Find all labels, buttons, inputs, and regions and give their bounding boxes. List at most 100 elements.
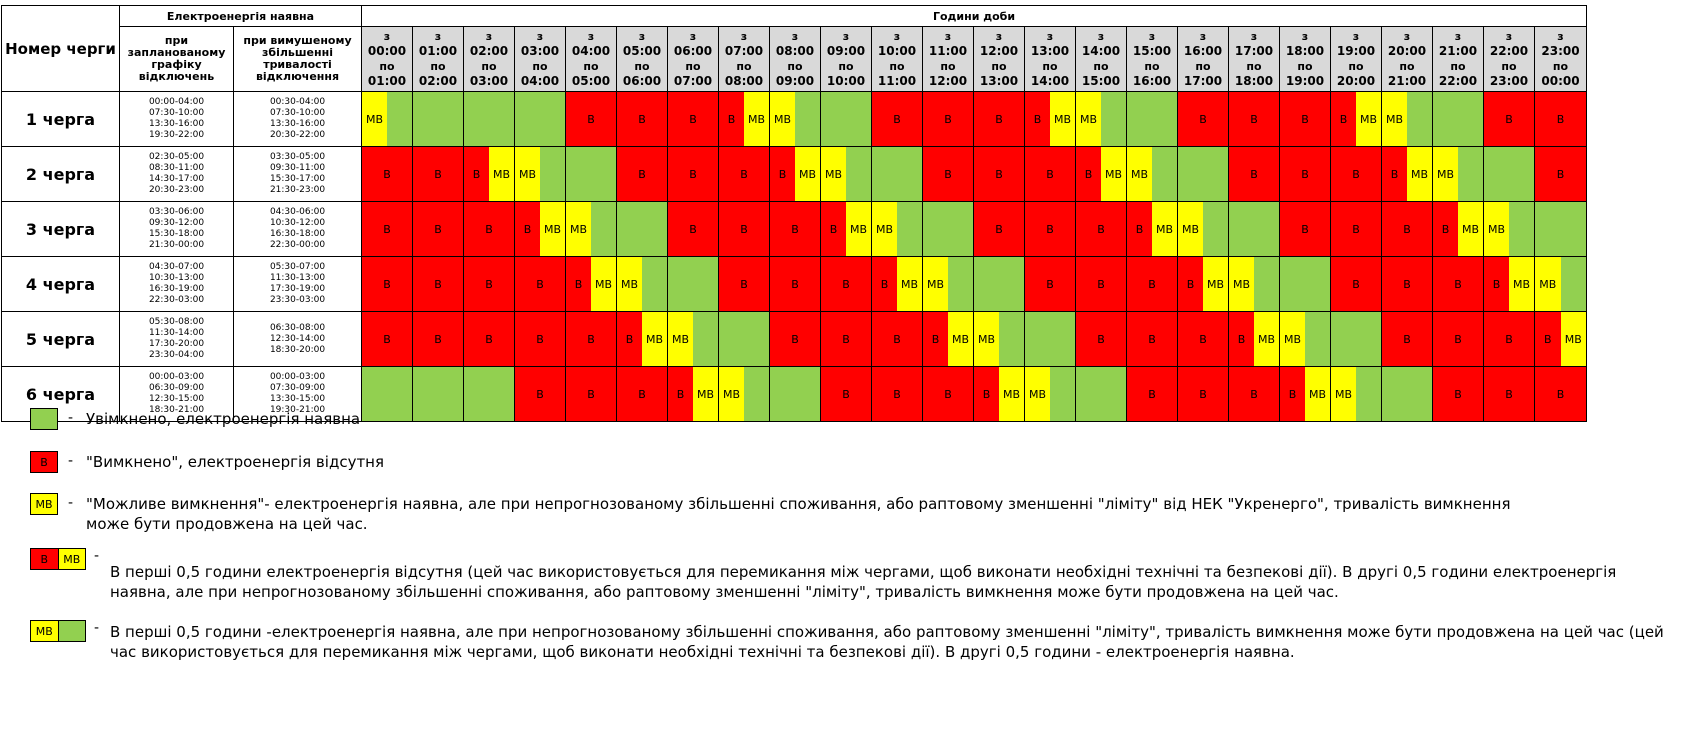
status-off: В xyxy=(566,312,616,366)
status-maybe: МВ xyxy=(668,312,694,366)
hour-header-part: по xyxy=(1552,60,1569,73)
status-off: В xyxy=(1484,312,1534,366)
status-off: В xyxy=(1127,257,1177,311)
hour-cell: В МВ xyxy=(667,366,719,422)
status-on xyxy=(744,367,769,421)
hour-cell: В xyxy=(922,91,974,147)
hour-header-part: по xyxy=(1348,60,1364,73)
status-off: В xyxy=(1076,257,1126,311)
status-off: В xyxy=(1127,367,1177,421)
hour-header-part: 03:00 xyxy=(520,44,560,58)
hour-cell: В МВ xyxy=(565,256,617,312)
legend-swatch-maybe-on: МВ xyxy=(30,620,86,642)
hour-header-part: 15:00 xyxy=(1132,44,1172,58)
status-maybe: МВ xyxy=(1509,257,1534,311)
hour-cell: В xyxy=(1177,366,1229,422)
queue-row: 5 черга 05:30-08:00 11:30-14:00 17:30-20:00… xyxy=(1,311,1587,367)
status-maybe: МВ xyxy=(1025,367,1051,421)
status-off: В xyxy=(974,147,1024,201)
hour-cell: МВ xyxy=(871,201,923,257)
hour-cell: В xyxy=(667,91,719,147)
hour-header-part: 08:00 xyxy=(775,44,815,58)
hour-cell: МВ xyxy=(1432,146,1484,202)
status-off: В xyxy=(1076,312,1126,366)
hour-header-part: 10:00 xyxy=(877,44,917,58)
status-off: В xyxy=(515,257,565,311)
hour-header-part: 05:00 xyxy=(622,44,662,58)
hour-cell: В xyxy=(412,201,464,257)
time-range: 10:30-13:00 xyxy=(148,273,205,283)
hour-cell: МВ xyxy=(1483,201,1535,257)
status-on xyxy=(1229,202,1279,256)
hour-cell: В xyxy=(1075,311,1127,367)
status-off: В xyxy=(770,257,820,311)
hour-cell xyxy=(412,91,464,147)
hour-cell: МВ xyxy=(514,146,566,202)
forced-times: 03:30-05:00 09:30-11:00 15:30-17:00 21:30-2… xyxy=(233,146,362,202)
status-on xyxy=(974,257,1024,311)
time-range: 18:30-20:00 xyxy=(269,344,326,355)
time-range: 03:30-06:00 xyxy=(148,207,205,217)
status-on xyxy=(846,147,871,201)
hour-cell: В xyxy=(1024,201,1076,257)
hour-cell: В xyxy=(565,311,617,367)
status-off: В xyxy=(668,202,718,256)
hour-header-part: 08:00 xyxy=(724,74,764,88)
status-maybe: МВ xyxy=(1560,312,1586,366)
hour-header-part: 13:00 xyxy=(979,74,1019,88)
hour-header-part: по xyxy=(634,60,650,73)
planned-times: 04:30-07:00 10:30-13:00 16:30-19:00 22:30-0… xyxy=(119,256,234,312)
hour-header-part: по xyxy=(1093,60,1109,73)
hour-header-part: по xyxy=(940,60,956,73)
hour-header-part: 16:00 xyxy=(1132,74,1172,88)
status-maybe: МВ xyxy=(693,367,718,421)
hour-cell: В xyxy=(1432,256,1484,312)
legend-text-maybe: "Можливе вимкнення"- електроенергія наяв… xyxy=(86,495,1511,533)
hour-header-part: 21:00 xyxy=(1438,44,1478,58)
hour-header-part: 17:00 xyxy=(1234,44,1274,58)
hour-cell: МВ xyxy=(361,91,413,147)
status-on xyxy=(362,367,412,421)
hour-header-part: 10:00 xyxy=(826,74,866,88)
status-on xyxy=(948,257,973,311)
status-maybe: МВ xyxy=(489,147,514,201)
hour-header-part: з xyxy=(944,30,952,43)
hour-cell xyxy=(412,366,464,422)
hour-header: з 03:00 по 04:00 xyxy=(514,26,566,92)
queue-name: 1 черга xyxy=(1,91,120,147)
status-maybe: МВ xyxy=(1050,92,1075,146)
hour-header: з 15:00 по 16:00 xyxy=(1126,26,1178,92)
hour-cell: В xyxy=(820,311,872,367)
time-range: 19:30-22:00 xyxy=(148,130,205,140)
status-on xyxy=(642,257,667,311)
hour-cell: В xyxy=(1432,366,1484,422)
hour-header-part: по xyxy=(379,60,395,73)
planned-times: 05:30-08:00 11:30-14:00 17:30-20:00 23:30-0… xyxy=(119,311,234,367)
time-range: 10:30-12:00 xyxy=(269,218,326,228)
hour-cell: В xyxy=(565,91,617,147)
hour-cell: В xyxy=(769,311,821,367)
hour-cell: В МВ xyxy=(1534,311,1587,367)
hour-cell xyxy=(1483,146,1535,202)
hour-header: з 12:00 по 13:00 xyxy=(973,26,1025,92)
hour-cell: В МВ xyxy=(1279,366,1331,422)
hour-cell xyxy=(1381,366,1433,422)
hour-header-part: з xyxy=(1352,30,1360,43)
queue-name: 4 черга xyxy=(1,256,120,312)
status-on xyxy=(795,92,820,146)
hour-cell: В МВ xyxy=(1177,256,1229,312)
hour-cell: В xyxy=(412,256,464,312)
hour-cell: В xyxy=(1024,256,1076,312)
hour-cell: МВ xyxy=(1534,256,1587,312)
time-range: 22:30-00:00 xyxy=(269,240,326,250)
status-on xyxy=(1407,92,1432,146)
hour-header-part: 07:00 xyxy=(673,74,713,88)
hour-cell: В xyxy=(361,256,413,312)
hour-header-part: 19:00 xyxy=(1336,44,1376,58)
header-row-2: при запланованому графіку відключень при… xyxy=(2,26,1587,92)
hour-cell: В МВ xyxy=(514,201,566,257)
hour-header-part: 23:00 xyxy=(1541,44,1580,58)
hour-header-part: 00:00 xyxy=(367,44,407,58)
time-range: 20:30-23:00 xyxy=(148,185,205,195)
hour-header-part: 20:00 xyxy=(1336,74,1376,88)
